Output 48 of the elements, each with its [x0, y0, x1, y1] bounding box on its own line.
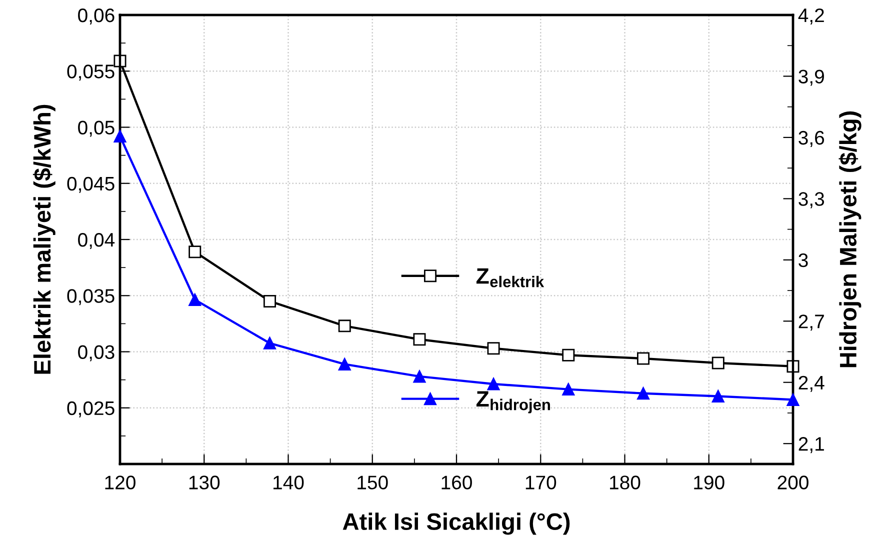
point: [263, 336, 276, 350]
x-tick-label: 160: [442, 476, 472, 490]
x-tick-label: 190: [694, 476, 724, 490]
y2-tick-label: 2,7: [798, 314, 824, 331]
x-tick-label: 170: [526, 476, 556, 490]
point: [637, 387, 650, 400]
y2-tick-label: 2,1: [798, 437, 824, 454]
x-tick-label: 180: [610, 476, 640, 490]
x-axis-title: Atik Isi Sicakligi (°C): [342, 512, 570, 535]
point: [637, 352, 650, 365]
x-tick-label: 200: [778, 476, 808, 490]
point: [487, 378, 500, 390]
point: [188, 293, 202, 306]
y-tick-label: 0,025: [67, 401, 114, 418]
x-tick-label: 150: [358, 476, 388, 490]
point: [712, 356, 724, 370]
point: [712, 390, 724, 402]
y-tick-label: 0,035: [67, 289, 114, 306]
point: [562, 348, 575, 362]
x-tick-label: 140: [274, 476, 304, 490]
y2-tick-label: 3,3: [798, 192, 824, 208]
y2-axis-title: Hidrojen Maliyeti ($/kg): [838, 111, 862, 368]
y-axis-title: Elektrik maliyeti ($/kWh): [32, 104, 56, 374]
point: [263, 294, 276, 308]
y-tick-label: 0,03: [78, 345, 114, 362]
y-tick-label: 0,045: [67, 176, 114, 193]
y2-tick-label: 4,2: [798, 8, 824, 25]
y-tick-label: 0,04: [78, 232, 115, 250]
x-tick-label: 120: [105, 476, 136, 490]
point: [188, 246, 202, 258]
y-tick-label: 0,06: [78, 8, 114, 25]
y-tick-label: 0,05: [78, 120, 114, 137]
point: [413, 370, 426, 383]
y-tick-label: 0,055: [67, 64, 114, 81]
legend-label: Z$_{elektrik}$: [476, 268, 544, 288]
y2-tick-label: 3,9: [798, 70, 824, 86]
point: [413, 333, 426, 346]
point: [338, 320, 351, 332]
y2-tick-label: 3,6: [798, 130, 824, 147]
point: [338, 358, 351, 370]
y2-tick-label: 3: [798, 253, 808, 268]
legend-label: Z$_{hidrojen}$: [476, 391, 550, 414]
point: [786, 393, 800, 406]
point: [114, 130, 126, 142]
point: [487, 342, 500, 355]
x-tick-label: 130: [189, 476, 220, 490]
y2-tick-label: 2,4: [798, 376, 824, 392]
point: [562, 383, 575, 396]
